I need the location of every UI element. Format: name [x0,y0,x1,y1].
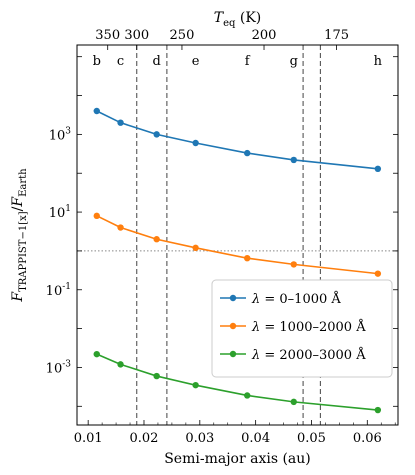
legend-box [211,279,393,378]
planet-label-f: f [245,54,251,69]
legend: λ = 0–1000 Å λ = 1000–2000 Å λ = 2000–3000… [211,279,393,378]
series-layer [93,107,382,414]
labels-layer: Semi-major axis (au) Teq (K) FTRAPPIST−1… [10,10,311,467]
legend-swatch-marker [229,322,237,330]
y-tick-label: 101 [49,204,71,221]
top-tick-label: 250 [170,28,195,43]
legend-label: λ = 1000–2000 Å [251,319,366,335]
data-point [93,212,100,220]
legend-item-2: λ = 1000–2000 Å [220,319,366,335]
plot-frame [76,44,399,426]
top-tick-label: 300 [124,28,149,43]
data-point [192,381,199,389]
data-point [290,156,297,164]
x-tick-label: 0.02 [130,431,159,446]
x-tick-label: 0.06 [353,431,382,446]
data-point [374,165,382,173]
x-tick-label: 0.04 [241,431,270,446]
y-axis-label: FTRAPPIST−1[x]/FEarth [10,168,29,303]
legend-item-1: λ = 0–1000 Å [220,291,341,307]
data-point [290,398,297,406]
legend-label: λ = 2000–3000 Å [251,347,366,363]
y-tick-label: 10-1 [46,282,71,299]
planet-label-c: c [117,54,124,69]
x-axis-label: Semi-major axis (au) [164,451,311,467]
series-3 [93,350,382,414]
x-tick-label: 0.01 [74,431,103,446]
ticks-layer: 0.01 0.02 0.03 0.04 0.05 0.06 10-3 10-1 101 103 35… [46,28,398,446]
series-2 [93,212,382,277]
data-point [117,119,124,126]
data-point [117,224,124,231]
data-point [290,261,297,268]
legend-swatch-marker [229,294,237,302]
data-point [153,236,160,243]
x-tick-label: 0.05 [297,431,326,446]
data-point [192,139,199,147]
planet-label-h: h [374,54,383,69]
data-point [244,392,251,399]
data-point [117,361,124,368]
data-point [244,149,251,157]
data-point [244,254,251,262]
data-point [153,131,160,138]
y-tick-label: 103 [49,126,72,143]
data-point [153,372,160,380]
series-line [96,110,378,170]
top-tick-label: 200 [252,28,277,43]
data-point [374,270,382,277]
top-axis-label: Teq (K) [214,10,262,29]
planet-label-b: b [93,54,101,69]
planet-label-d: d [152,54,160,69]
planet-label-g: g [290,54,298,69]
x-tick-label: 0.03 [185,431,214,446]
planet-label-e: e [192,54,200,69]
data-point [93,350,100,358]
top-tick-label: 175 [324,28,349,43]
series-line [96,215,378,275]
legend-swatch-marker [229,350,237,358]
data-point [192,244,199,252]
data-point [374,406,382,414]
data-point [93,107,100,115]
top-tick-label: 350 [95,28,120,43]
legend-label: λ = 0–1000 Å [251,291,341,307]
series-1 [93,107,382,173]
y-tick-label: 10-3 [46,359,72,376]
legend-item-3: λ = 2000–3000 Å [220,347,366,363]
